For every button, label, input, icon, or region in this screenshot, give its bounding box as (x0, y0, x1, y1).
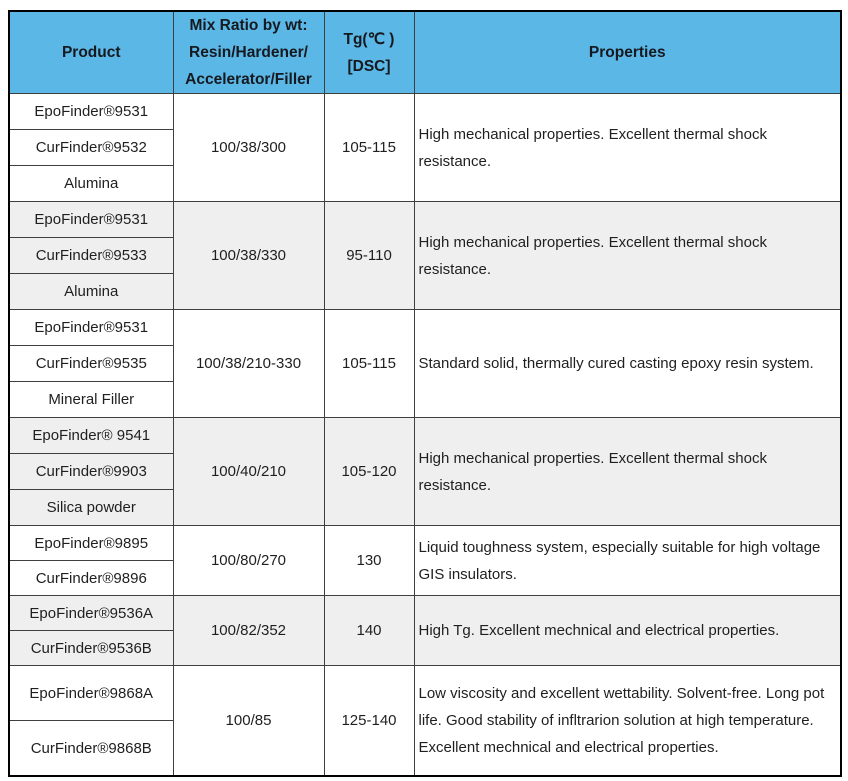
header-tg-line-1: Tg(℃ ) (343, 30, 395, 48)
mix-ratio-cell: 100/82/352 (172, 595, 325, 667)
product-cell: CurFinder®9532 (8, 129, 174, 167)
table-header-row: Product Mix Ratio by wt: Resin/Hardener/… (8, 10, 842, 95)
tg-cell: 105-115 (323, 93, 415, 203)
properties-cell: Low viscosity and excellent wettability.… (413, 665, 842, 777)
table-row: CurFinder®9903 (8, 453, 841, 491)
product-cell: EpoFinder®9895 (8, 525, 174, 562)
table-row: EpoFinder® 9541 100/40/210 105-120 High … (8, 417, 842, 527)
properties-cell: Standard solid, thermally cured casting … (413, 309, 842, 419)
table-row: CurFinder®9535 (8, 345, 841, 383)
product-cell: EpoFinder®9531 (8, 309, 174, 347)
header-tg: Tg(℃ ) [DSC] (323, 10, 415, 95)
table-row: EpoFinder®9536A 100/82/352 140 High Tg. … (8, 595, 842, 667)
header-tg-line-2: [DSC] (347, 57, 391, 75)
table-row: Silica powder (8, 489, 841, 527)
tg-cell: 125-140 (323, 665, 415, 777)
table-row: Mineral Filler (8, 381, 841, 419)
table-row: EpoFinder®9868A 100/85 125-140 Low visco… (8, 665, 842, 777)
header-product: Product (8, 10, 174, 95)
mix-ratio-cell: 100/38/300 (172, 93, 325, 203)
table-row: EpoFinder®9895 100/80/270 130 Liquid tou… (8, 525, 842, 597)
product-cell: Alumina (8, 273, 174, 311)
header-mix-ratio-line-2: Resin/Hardener/ (189, 44, 308, 62)
mix-ratio-cell: 100/80/270 (172, 525, 325, 597)
product-cell: CurFinder®9868B (8, 720, 174, 777)
properties-cell: High Tg. Excellent mechnical and electri… (413, 595, 842, 667)
product-cell: Silica powder (8, 489, 174, 527)
product-cell: EpoFinder® 9541 (8, 417, 174, 455)
table-row: CurFinder®9868B (8, 720, 841, 777)
tg-cell: 105-120 (323, 417, 415, 527)
tg-cell: 130 (323, 525, 415, 597)
properties-cell: High mechanical properties. Excellent th… (413, 93, 842, 203)
tg-cell: 140 (323, 595, 415, 667)
table-row: EpoFinder®9531 100/38/210-330 105-115 St… (8, 309, 842, 419)
header-properties: Properties (413, 10, 842, 95)
table-row: EpoFinder®9531 100/38/300 105-115 High m… (8, 93, 842, 203)
header-mix-ratio-line-3: Accelerator/Filler (185, 71, 312, 89)
table-row: Alumina (8, 273, 841, 311)
mix-ratio-cell: 100/38/330 (172, 201, 325, 311)
header-mix-ratio: Mix Ratio by wt: Resin/Hardener/ Acceler… (172, 10, 325, 95)
properties-cell: Liquid toughness system, especially suit… (413, 525, 842, 597)
product-cell: CurFinder®9533 (8, 237, 174, 275)
product-cell: EpoFinder®9868A (8, 665, 174, 722)
product-cell: CurFinder®9896 (8, 560, 174, 597)
tg-cell: 95-110 (323, 201, 415, 311)
properties-cell: High mechanical properties. Excellent th… (413, 201, 842, 311)
table-row: EpoFinder®9531 100/38/330 95-110 High me… (8, 201, 842, 311)
product-cell: EpoFinder®9531 (8, 201, 174, 239)
product-cell: EpoFinder®9531 (8, 93, 174, 131)
product-cell: CurFinder®9535 (8, 345, 174, 383)
mix-ratio-cell: 100/38/210-330 (172, 309, 325, 419)
table-row: CurFinder®9536B (8, 630, 841, 667)
header-mix-ratio-line-1: Mix Ratio by wt: (189, 17, 308, 34)
product-cell: Mineral Filler (8, 381, 174, 419)
mix-ratio-cell: 100/40/210 (172, 417, 325, 527)
product-cell: Alumina (8, 165, 174, 203)
product-cell: CurFinder®9903 (8, 453, 174, 491)
mix-ratio-cell: 100/85 (172, 665, 325, 777)
properties-cell: High mechanical properties. Excellent th… (413, 417, 842, 527)
table-row: CurFinder®9532 (8, 129, 841, 167)
product-cell: EpoFinder®9536A (8, 595, 174, 632)
table-row: CurFinder®9896 (8, 560, 841, 597)
table-container: Product Mix Ratio by wt: Resin/Hardener/… (8, 10, 842, 777)
table-row: Alumina (8, 165, 841, 203)
tg-cell: 105-115 (323, 309, 415, 419)
product-cell: CurFinder®9536B (8, 630, 174, 667)
product-spec-table: Product Mix Ratio by wt: Resin/Hardener/… (8, 10, 842, 777)
